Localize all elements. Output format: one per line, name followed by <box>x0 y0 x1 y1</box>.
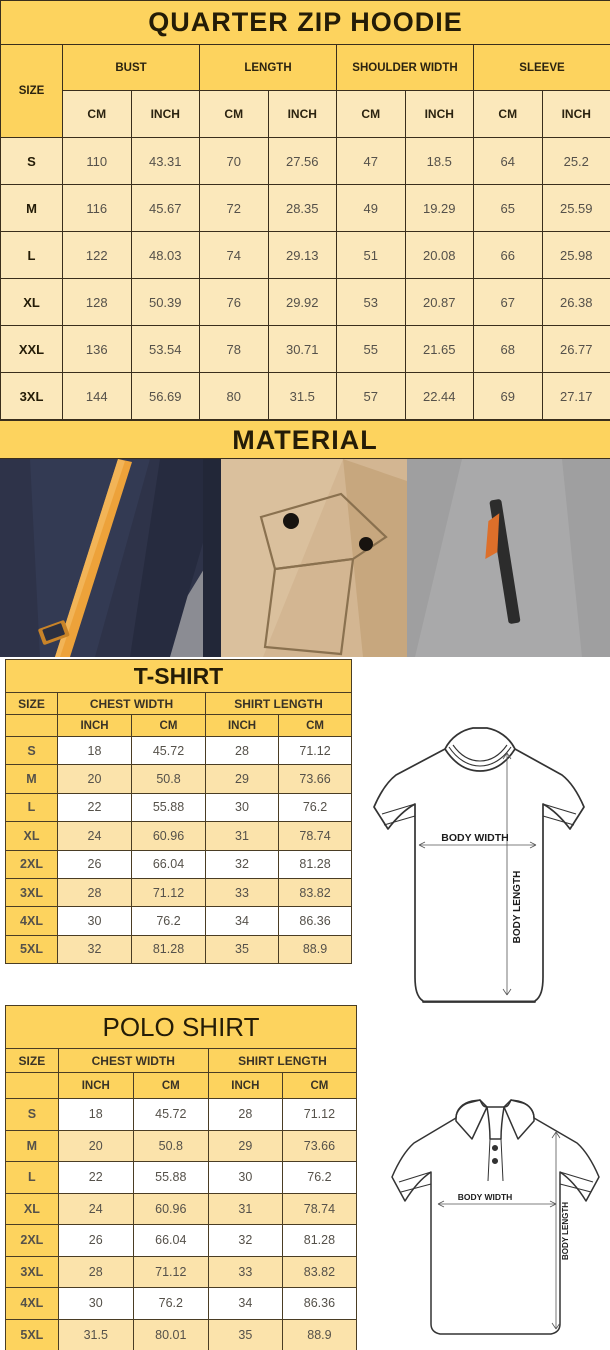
svg-text:BODY LENGTH: BODY LENGTH <box>561 1202 570 1260</box>
svg-text:BODY LENGTH: BODY LENGTH <box>512 871 523 944</box>
svg-text:BODY WIDTH: BODY WIDTH <box>458 1192 513 1202</box>
svg-text:BODY WIDTH: BODY WIDTH <box>441 832 508 844</box>
